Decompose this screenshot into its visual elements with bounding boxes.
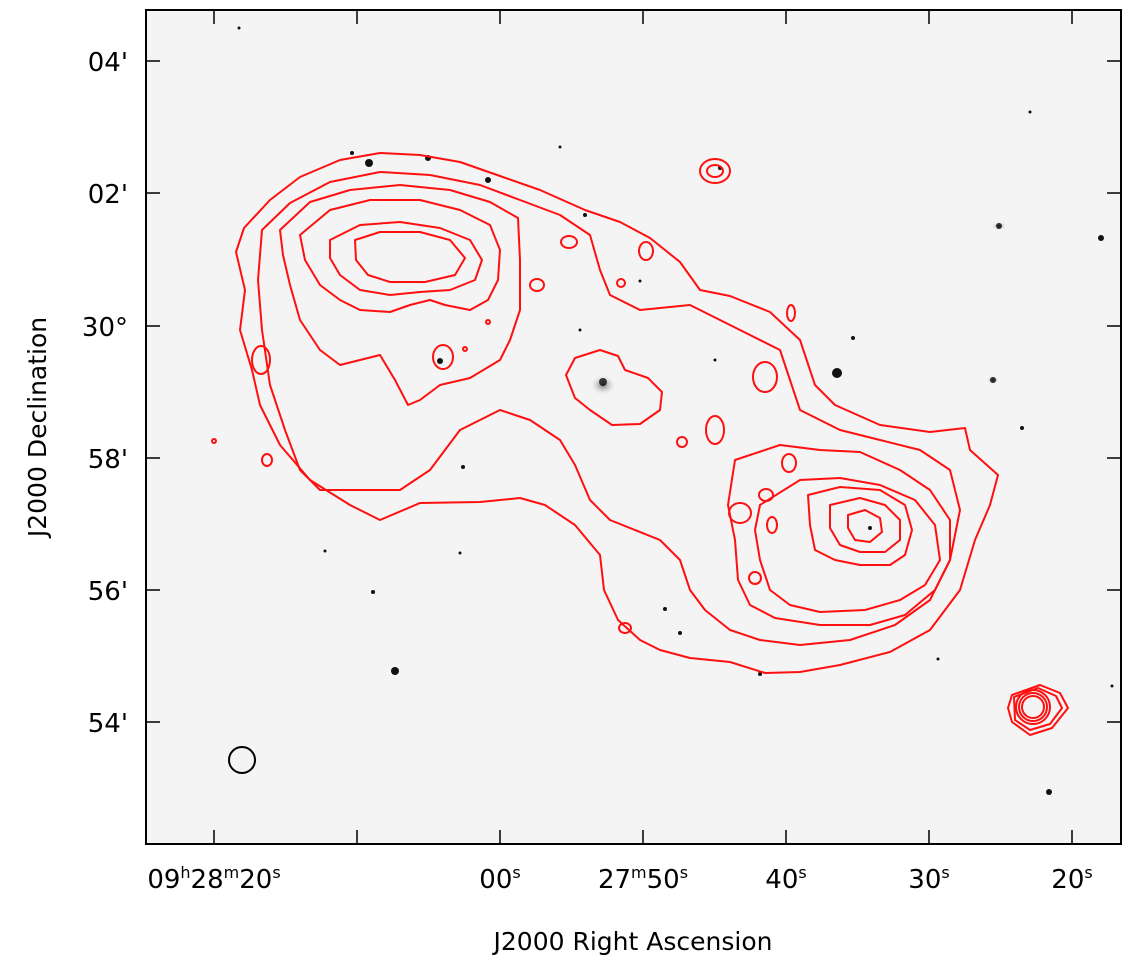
optical-image [146, 10, 1121, 844]
x-tick-labels: 09h28m20s 00s 27m50s 40s 30s 20s [147, 863, 1092, 895]
y-tick-label: 30° [82, 313, 128, 343]
y-tick-label: 04' [88, 48, 128, 78]
y-tick-labels: 04' 02' 30° 58' 56' 54' [82, 48, 128, 739]
y-tick-label: 56' [88, 577, 128, 607]
y-tick-label: 58' [88, 445, 128, 475]
plot-frame [145, 9, 1122, 845]
axis-ticks [146, 10, 1121, 844]
x-tick-label: 30s [908, 863, 949, 895]
x-tick-label: 27m50s [598, 863, 688, 895]
beam-marker [228, 746, 256, 774]
x-tick-label: 40s [765, 863, 806, 895]
y-tick-label: 02' [88, 180, 128, 210]
radio-contours [211, 152, 1069, 736]
y-tick-label: 54' [88, 709, 128, 739]
x-tick-label: 00s [479, 863, 520, 895]
x-tick-label: 09h28m20s [147, 863, 280, 895]
x-axis-label: J2000 Right Ascension [492, 927, 773, 956]
y-axis-label: J2000 Declination [23, 317, 52, 539]
x-tick-label: 20s [1051, 863, 1092, 895]
